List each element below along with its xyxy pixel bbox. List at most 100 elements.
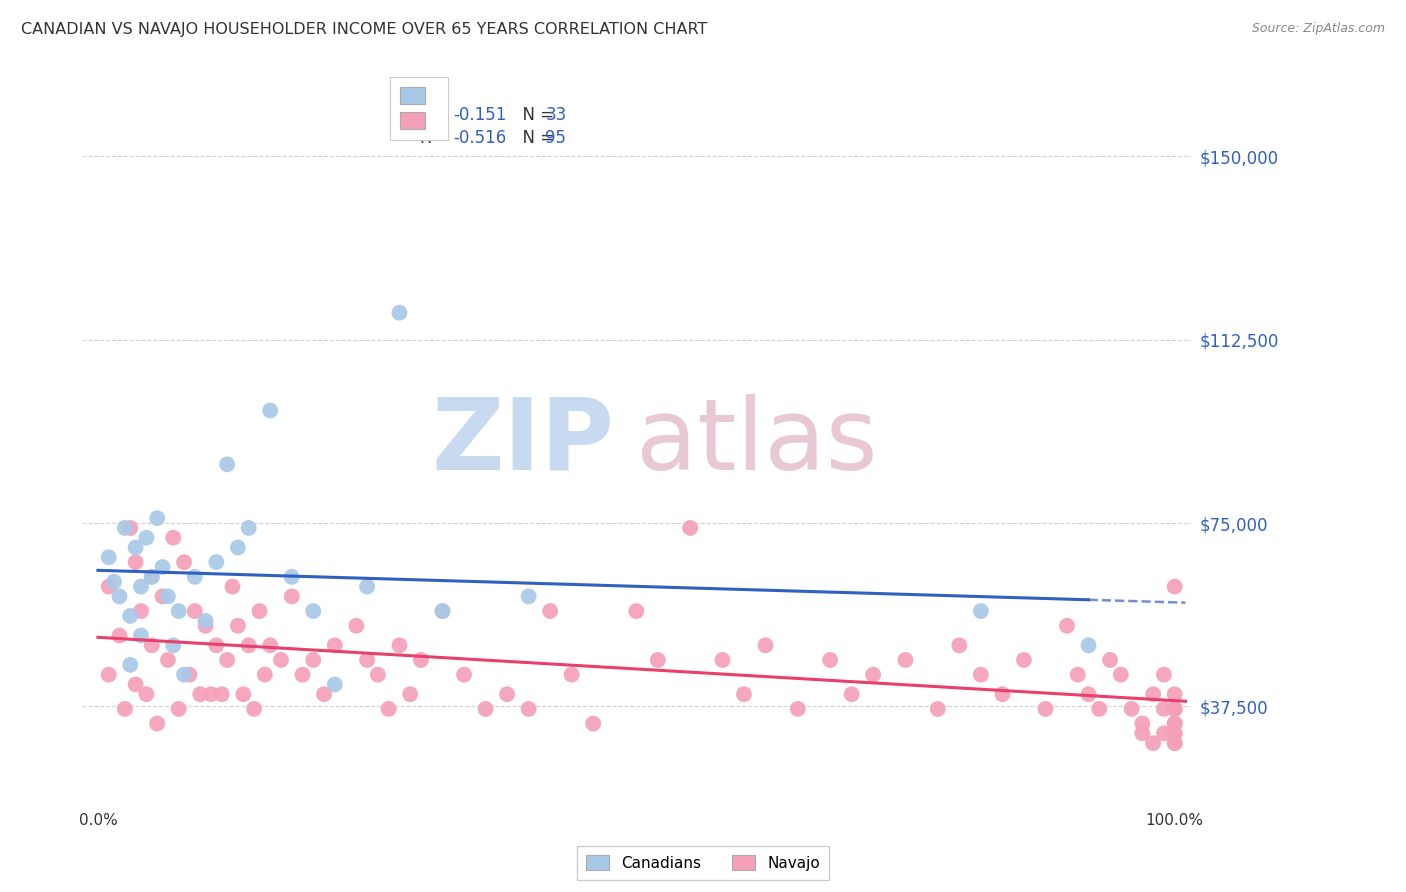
Point — [129, 604, 152, 618]
Text: -0.151: -0.151 — [453, 106, 506, 124]
Point — [582, 716, 605, 731]
Point — [146, 716, 169, 731]
Point — [1121, 702, 1143, 716]
Point — [141, 638, 163, 652]
Legend: Canadians, Navajo: Canadians, Navajo — [576, 846, 830, 880]
Point — [291, 667, 314, 681]
Point — [120, 657, 142, 672]
Point — [1067, 667, 1090, 681]
Point — [432, 604, 454, 618]
Point — [205, 555, 228, 569]
Point — [344, 619, 367, 633]
Point — [1012, 653, 1035, 667]
Point — [120, 609, 142, 624]
Point — [561, 667, 583, 681]
Point — [1163, 702, 1185, 716]
Point — [474, 702, 496, 716]
Point — [108, 590, 131, 604]
Point — [323, 677, 346, 691]
Point — [377, 702, 399, 716]
Point — [1163, 736, 1185, 750]
Point — [312, 687, 335, 701]
Point — [249, 604, 271, 618]
Point — [238, 521, 260, 535]
Point — [1153, 726, 1175, 740]
Point — [120, 521, 142, 535]
Point — [194, 619, 217, 633]
Text: 33: 33 — [546, 106, 567, 124]
Point — [103, 574, 125, 589]
Point — [124, 677, 146, 691]
Point — [1142, 736, 1164, 750]
Point — [232, 687, 254, 701]
Text: ZIP: ZIP — [432, 394, 614, 491]
Point — [156, 653, 179, 667]
Point — [205, 638, 228, 652]
Point — [818, 653, 841, 667]
Point — [1077, 638, 1099, 652]
Point — [184, 570, 207, 584]
Point — [114, 702, 136, 716]
Point — [135, 687, 157, 701]
Point — [217, 653, 239, 667]
Point — [1163, 726, 1185, 740]
Point — [356, 653, 378, 667]
Point — [253, 667, 276, 681]
Point — [167, 604, 190, 618]
Point — [679, 521, 702, 535]
Text: CANADIAN VS NAVAJO HOUSEHOLDER INCOME OVER 65 YEARS CORRELATION CHART: CANADIAN VS NAVAJO HOUSEHOLDER INCOME OV… — [21, 22, 707, 37]
Point — [356, 580, 378, 594]
Point — [226, 619, 249, 633]
Point — [862, 667, 884, 681]
Point — [496, 687, 519, 701]
Point — [141, 570, 163, 584]
Point — [129, 580, 152, 594]
Point — [173, 555, 195, 569]
Point — [1035, 702, 1057, 716]
Point — [1163, 716, 1185, 731]
Point — [259, 403, 281, 417]
Point — [152, 560, 174, 574]
Text: Source: ZipAtlas.com: Source: ZipAtlas.com — [1251, 22, 1385, 36]
Point — [162, 531, 184, 545]
Point — [97, 667, 120, 681]
Point — [156, 590, 179, 604]
Point — [1088, 702, 1111, 716]
Text: -0.516: -0.516 — [453, 129, 506, 147]
Point — [243, 702, 266, 716]
Point — [162, 638, 184, 652]
Point — [1130, 726, 1153, 740]
Point — [841, 687, 863, 701]
Point — [1142, 687, 1164, 701]
Point — [179, 667, 201, 681]
Point — [221, 580, 243, 594]
Point — [259, 638, 281, 652]
Point — [141, 570, 163, 584]
Point — [626, 604, 648, 618]
Point — [711, 653, 734, 667]
Point — [538, 604, 561, 618]
Point — [754, 638, 776, 652]
Point — [1163, 580, 1185, 594]
Point — [124, 555, 146, 569]
Point — [194, 614, 217, 628]
Point — [146, 511, 169, 525]
Text: R =: R = — [420, 129, 456, 147]
Legend: , : , — [389, 77, 449, 140]
Point — [211, 687, 233, 701]
Point — [453, 667, 475, 681]
Point — [517, 702, 540, 716]
Point — [200, 687, 222, 701]
Point — [786, 702, 808, 716]
Point — [124, 541, 146, 555]
Point — [948, 638, 970, 652]
Point — [991, 687, 1014, 701]
Point — [173, 667, 195, 681]
Point — [894, 653, 917, 667]
Point — [302, 604, 325, 618]
Point — [217, 458, 239, 472]
Point — [388, 306, 411, 320]
Point — [409, 653, 432, 667]
Point — [733, 687, 755, 701]
Point — [184, 604, 207, 618]
